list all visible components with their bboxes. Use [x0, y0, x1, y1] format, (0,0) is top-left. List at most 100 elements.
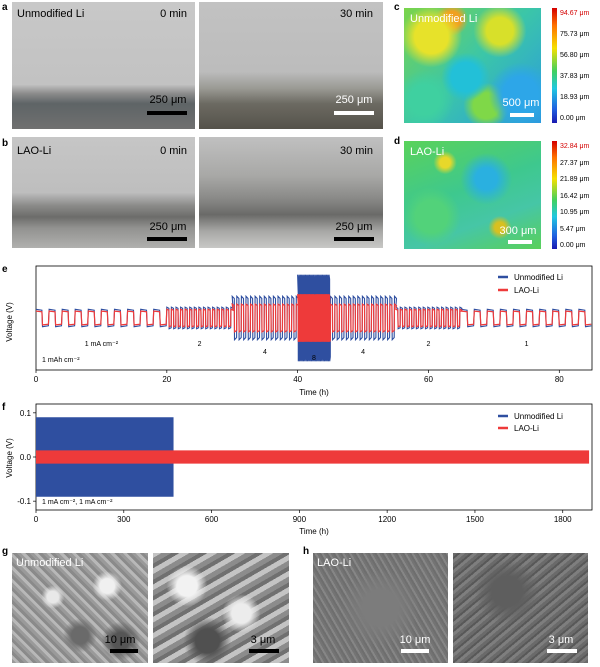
sem-image-lao-low: LAO-Li 10 μm [313, 553, 448, 663]
colorbar-tick-label: 0.00 μm [560, 242, 586, 249]
panel-label-h: h [303, 546, 310, 557]
height-map-unmodified: Unmodified Li 500 μm [404, 8, 541, 123]
panel-label-a: a [2, 2, 8, 13]
legend-lao: LAO-Li [514, 424, 539, 433]
scale-bar [147, 111, 187, 115]
y-tick-label: 0.0 [20, 453, 32, 462]
panel-label-g: g [2, 546, 9, 557]
x-tick-label: 0 [34, 515, 39, 524]
colorbar-tick-label: 21.89 μm [560, 176, 590, 183]
scale-bar-text: 3 μm [250, 634, 276, 646]
optical-image-unmodified-30min: 30 min 250 μm [199, 2, 383, 129]
x-tick-label: 40 [293, 375, 302, 384]
plot-frame [35, 265, 593, 371]
scale-bar-text: 250 μm [149, 221, 187, 233]
colorbar-tick-label: 32.84 μm [560, 143, 590, 150]
colorbar-tick-label: 10.95 μm [560, 209, 590, 216]
time-label: 30 min [339, 8, 373, 20]
sample-label: Unmodified Li [410, 13, 478, 25]
chart-e: 0 20 40 60 80 Voltage (V) Time (h) 1 mAh cm⁻… [5, 265, 593, 397]
sample-label: Unmodified Li [17, 8, 85, 20]
scale-bar [110, 649, 138, 653]
scale-bar [249, 649, 279, 653]
scale-bar [401, 649, 429, 653]
scale-bar [510, 113, 534, 117]
x-axis-label: Time (h) [299, 388, 329, 397]
x-axis-label: Time (h) [299, 527, 329, 536]
x-tick-label: 20 [162, 375, 171, 384]
colorbar-tick-label: 37.83 μm [560, 73, 590, 80]
legend-lao: LAO-Li [514, 286, 539, 295]
panel-label-c: c [394, 2, 400, 13]
sample-label: LAO-Li [17, 145, 52, 157]
y-axis-label: Voltage (V) [5, 302, 14, 342]
scale-bar-text: 300 μm [499, 225, 537, 237]
x-tick-label: 300 [117, 515, 131, 524]
scale-bar-text: 10 μm [399, 634, 431, 646]
x-tick-label: 600 [205, 515, 219, 524]
segment-current-label: 4 [263, 349, 267, 356]
annotation: 1 mA cm⁻², 1 mA cm⁻² [42, 499, 113, 506]
chart-f: 0 300 600 900 1200 1500 1800 -0.1 0.0 0.1 Voltage… [5, 403, 593, 536]
y-tick-label: -0.1 [17, 497, 31, 506]
scale-bar-text: 3 μm [548, 634, 574, 646]
sample-label: Unmodified Li [16, 557, 84, 569]
segment-current-label: 1 [525, 341, 529, 348]
colorbar-tick-label: 75.73 μm [560, 31, 590, 38]
height-map-lao: LAO-Li 300 μm [404, 141, 541, 249]
series-line-lao [35, 294, 592, 342]
segment-current-label: 1 mA cm⁻² [85, 341, 119, 348]
legend: Unmodified Li LAO-Li [498, 273, 563, 295]
segment-current-label: 4 [361, 349, 365, 356]
scale-bar-text: 10 μm [104, 634, 136, 646]
colorbar-tick-label: 94.67 μm [560, 10, 590, 17]
colorbar-tick-label: 56.80 μm [560, 52, 590, 59]
x-tick-label: 1200 [378, 515, 396, 524]
scale-bar-text: 250 μm [149, 94, 187, 106]
panel-label-b: b [2, 138, 9, 149]
panel-label-f: f [2, 402, 6, 413]
segment-current-label: 8 [312, 355, 316, 362]
annotation: 1 mAh cm⁻² [42, 357, 80, 364]
y-axis-label: Voltage (V) [5, 438, 14, 478]
x-tick-label: 60 [424, 375, 433, 384]
sem-image-unmodified-low: Unmodified Li 10 μm [12, 553, 148, 663]
x-tick-label: 900 [293, 515, 307, 524]
scale-bar-text: 250 μm [335, 94, 373, 106]
time-label: 0 min [160, 145, 187, 157]
sample-label: LAO-Li [410, 146, 445, 158]
scale-bar [547, 649, 577, 653]
time-label: 0 min [160, 8, 187, 20]
optical-image-lao-30min: 30 min 250 μm [199, 137, 383, 248]
colorbar-tick-label: 16.42 μm [560, 192, 590, 200]
x-tick-label: 1800 [554, 515, 572, 524]
scale-bar-text: 500 μm [502, 97, 540, 109]
x-tick-label: 80 [555, 375, 564, 384]
scale-bar [334, 111, 374, 115]
scale-bar-text: 250 μm [335, 221, 373, 233]
sample-label: LAO-Li [317, 557, 352, 569]
scale-bar [334, 237, 374, 241]
colorbar-tick-label: 18.93 μm [560, 94, 590, 101]
colorbar-tick-label: 0.00 μm [560, 115, 586, 122]
panel-label-e: e [2, 264, 8, 275]
series-band-lao [36, 450, 590, 464]
segment-current-label: 2 [427, 341, 431, 348]
colorbar-d [552, 141, 557, 249]
segment-current-label: 2 [198, 341, 202, 348]
colorbar-tick-label: 5.47 μm [560, 225, 586, 233]
legend: Unmodified Li LAO-Li [498, 412, 563, 433]
scale-bar [508, 240, 532, 244]
legend-unmodified: Unmodified Li [514, 412, 563, 421]
x-tick-label: 0 [34, 375, 39, 384]
panel-label-d: d [394, 136, 401, 147]
colorbar-c [552, 8, 557, 123]
sem-image-lao-high: 3 μm [453, 553, 588, 663]
time-label: 30 min [339, 145, 373, 157]
colorbar-tick-label: 27.37 μm [560, 159, 590, 167]
legend-unmodified: Unmodified Li [514, 273, 563, 282]
x-tick-label: 1500 [466, 515, 484, 524]
optical-image-lao-0min: LAO-Li 0 min 250 μm [12, 137, 195, 248]
optical-image-unmodified-0min: Unmodified Li 0 min 250 μm [12, 2, 195, 129]
sem-image-unmodified-high: 3 μm [153, 553, 289, 663]
